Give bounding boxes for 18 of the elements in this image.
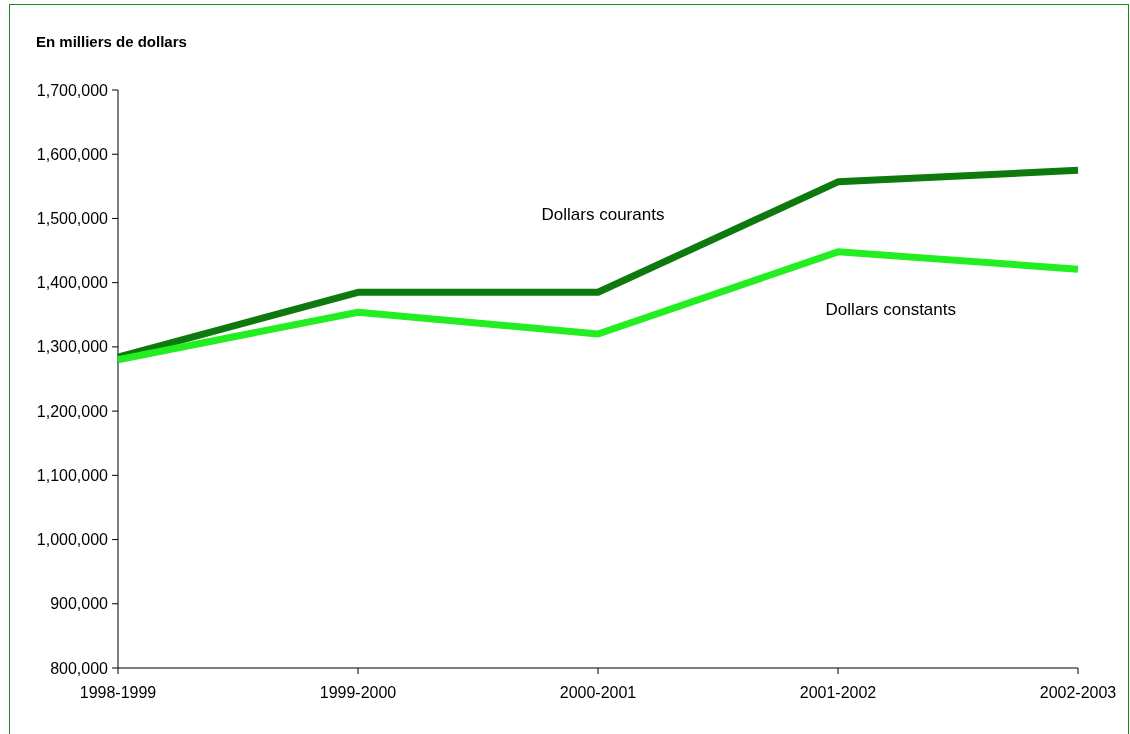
x-tick-label: 2000-2001 bbox=[559, 684, 637, 701]
y-tick-label: 1,600,000 bbox=[36, 145, 109, 163]
x-tick-label: 2001-2002 bbox=[799, 684, 877, 701]
y-tick-label: 1,300,000 bbox=[36, 338, 109, 356]
x-tick-label: 2002-2003 bbox=[1039, 684, 1117, 701]
y-tick-label: 1,700,000 bbox=[36, 81, 109, 99]
text: Dollars courants bbox=[541, 205, 665, 225]
y-tick-label: 1,100,000 bbox=[36, 466, 109, 484]
y-tick-label: 1,200,000 bbox=[36, 402, 109, 420]
y-tick-label: 800,000 bbox=[50, 659, 109, 677]
y-axis-title: En milliers de dollars bbox=[36, 33, 187, 50]
y-tick-label: 1,000,000 bbox=[36, 531, 109, 549]
text: Dollars constants bbox=[825, 300, 956, 320]
y-tick-label: 1,500,000 bbox=[36, 210, 109, 228]
x-tick-label: 1998-1999 bbox=[79, 684, 157, 701]
y-tick-label: 1,400,000 bbox=[36, 274, 109, 292]
y-tick-label: 900,000 bbox=[50, 595, 109, 613]
x-tick-label: 1999-2000 bbox=[319, 684, 397, 701]
